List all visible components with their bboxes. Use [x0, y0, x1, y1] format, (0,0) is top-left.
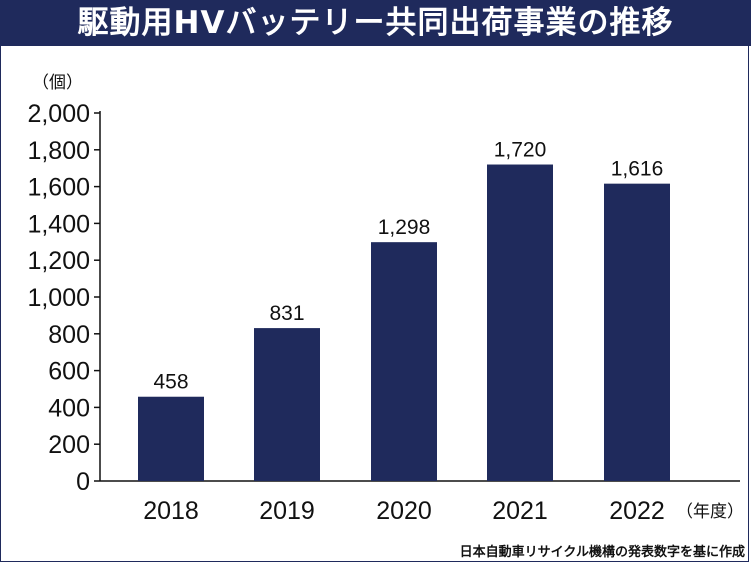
x-axis-unit-label: （年度）: [676, 502, 744, 522]
y-tick-label: 1,400: [27, 210, 90, 238]
bar-value-label: 1,616: [611, 158, 664, 181]
bar-value-label: 1,298: [378, 216, 431, 239]
x-category-label: 2020: [376, 497, 432, 525]
x-category-label: 2019: [259, 497, 315, 525]
title-bar: [0, 0, 751, 46]
y-tick-label: 200: [48, 431, 90, 459]
bar: [371, 242, 437, 481]
x-category-label: 2018: [143, 497, 199, 525]
y-tick-label: 600: [48, 358, 90, 386]
bar: [487, 164, 553, 481]
bar-value-label: 458: [153, 371, 188, 394]
x-category-label: 2021: [492, 497, 548, 525]
bar: [604, 183, 670, 481]
bar-value-label: 1,720: [494, 139, 547, 162]
y-tick-label: 2,000: [27, 100, 90, 128]
bar: [138, 396, 204, 481]
y-tick-label: 0: [76, 468, 90, 496]
chart-title: 駆動用HVバッテリー共同出荷事業の推移: [77, 5, 674, 41]
x-category-label: 2022: [609, 497, 665, 525]
y-tick-label: 1,800: [27, 137, 90, 165]
y-tick-label: 1,000: [27, 284, 90, 312]
y-axis-unit-label: （個）: [32, 73, 83, 93]
y-tick-label: 1,600: [27, 174, 90, 202]
bar-value-label: 831: [269, 302, 304, 325]
y-tick-label: 400: [48, 394, 90, 422]
y-tick-label: 800: [48, 321, 90, 349]
bar: [254, 328, 320, 481]
source-note: 日本自動車リサイクル機構の発表数字を基に作成: [459, 545, 745, 560]
y-tick-label: 1,200: [27, 247, 90, 275]
